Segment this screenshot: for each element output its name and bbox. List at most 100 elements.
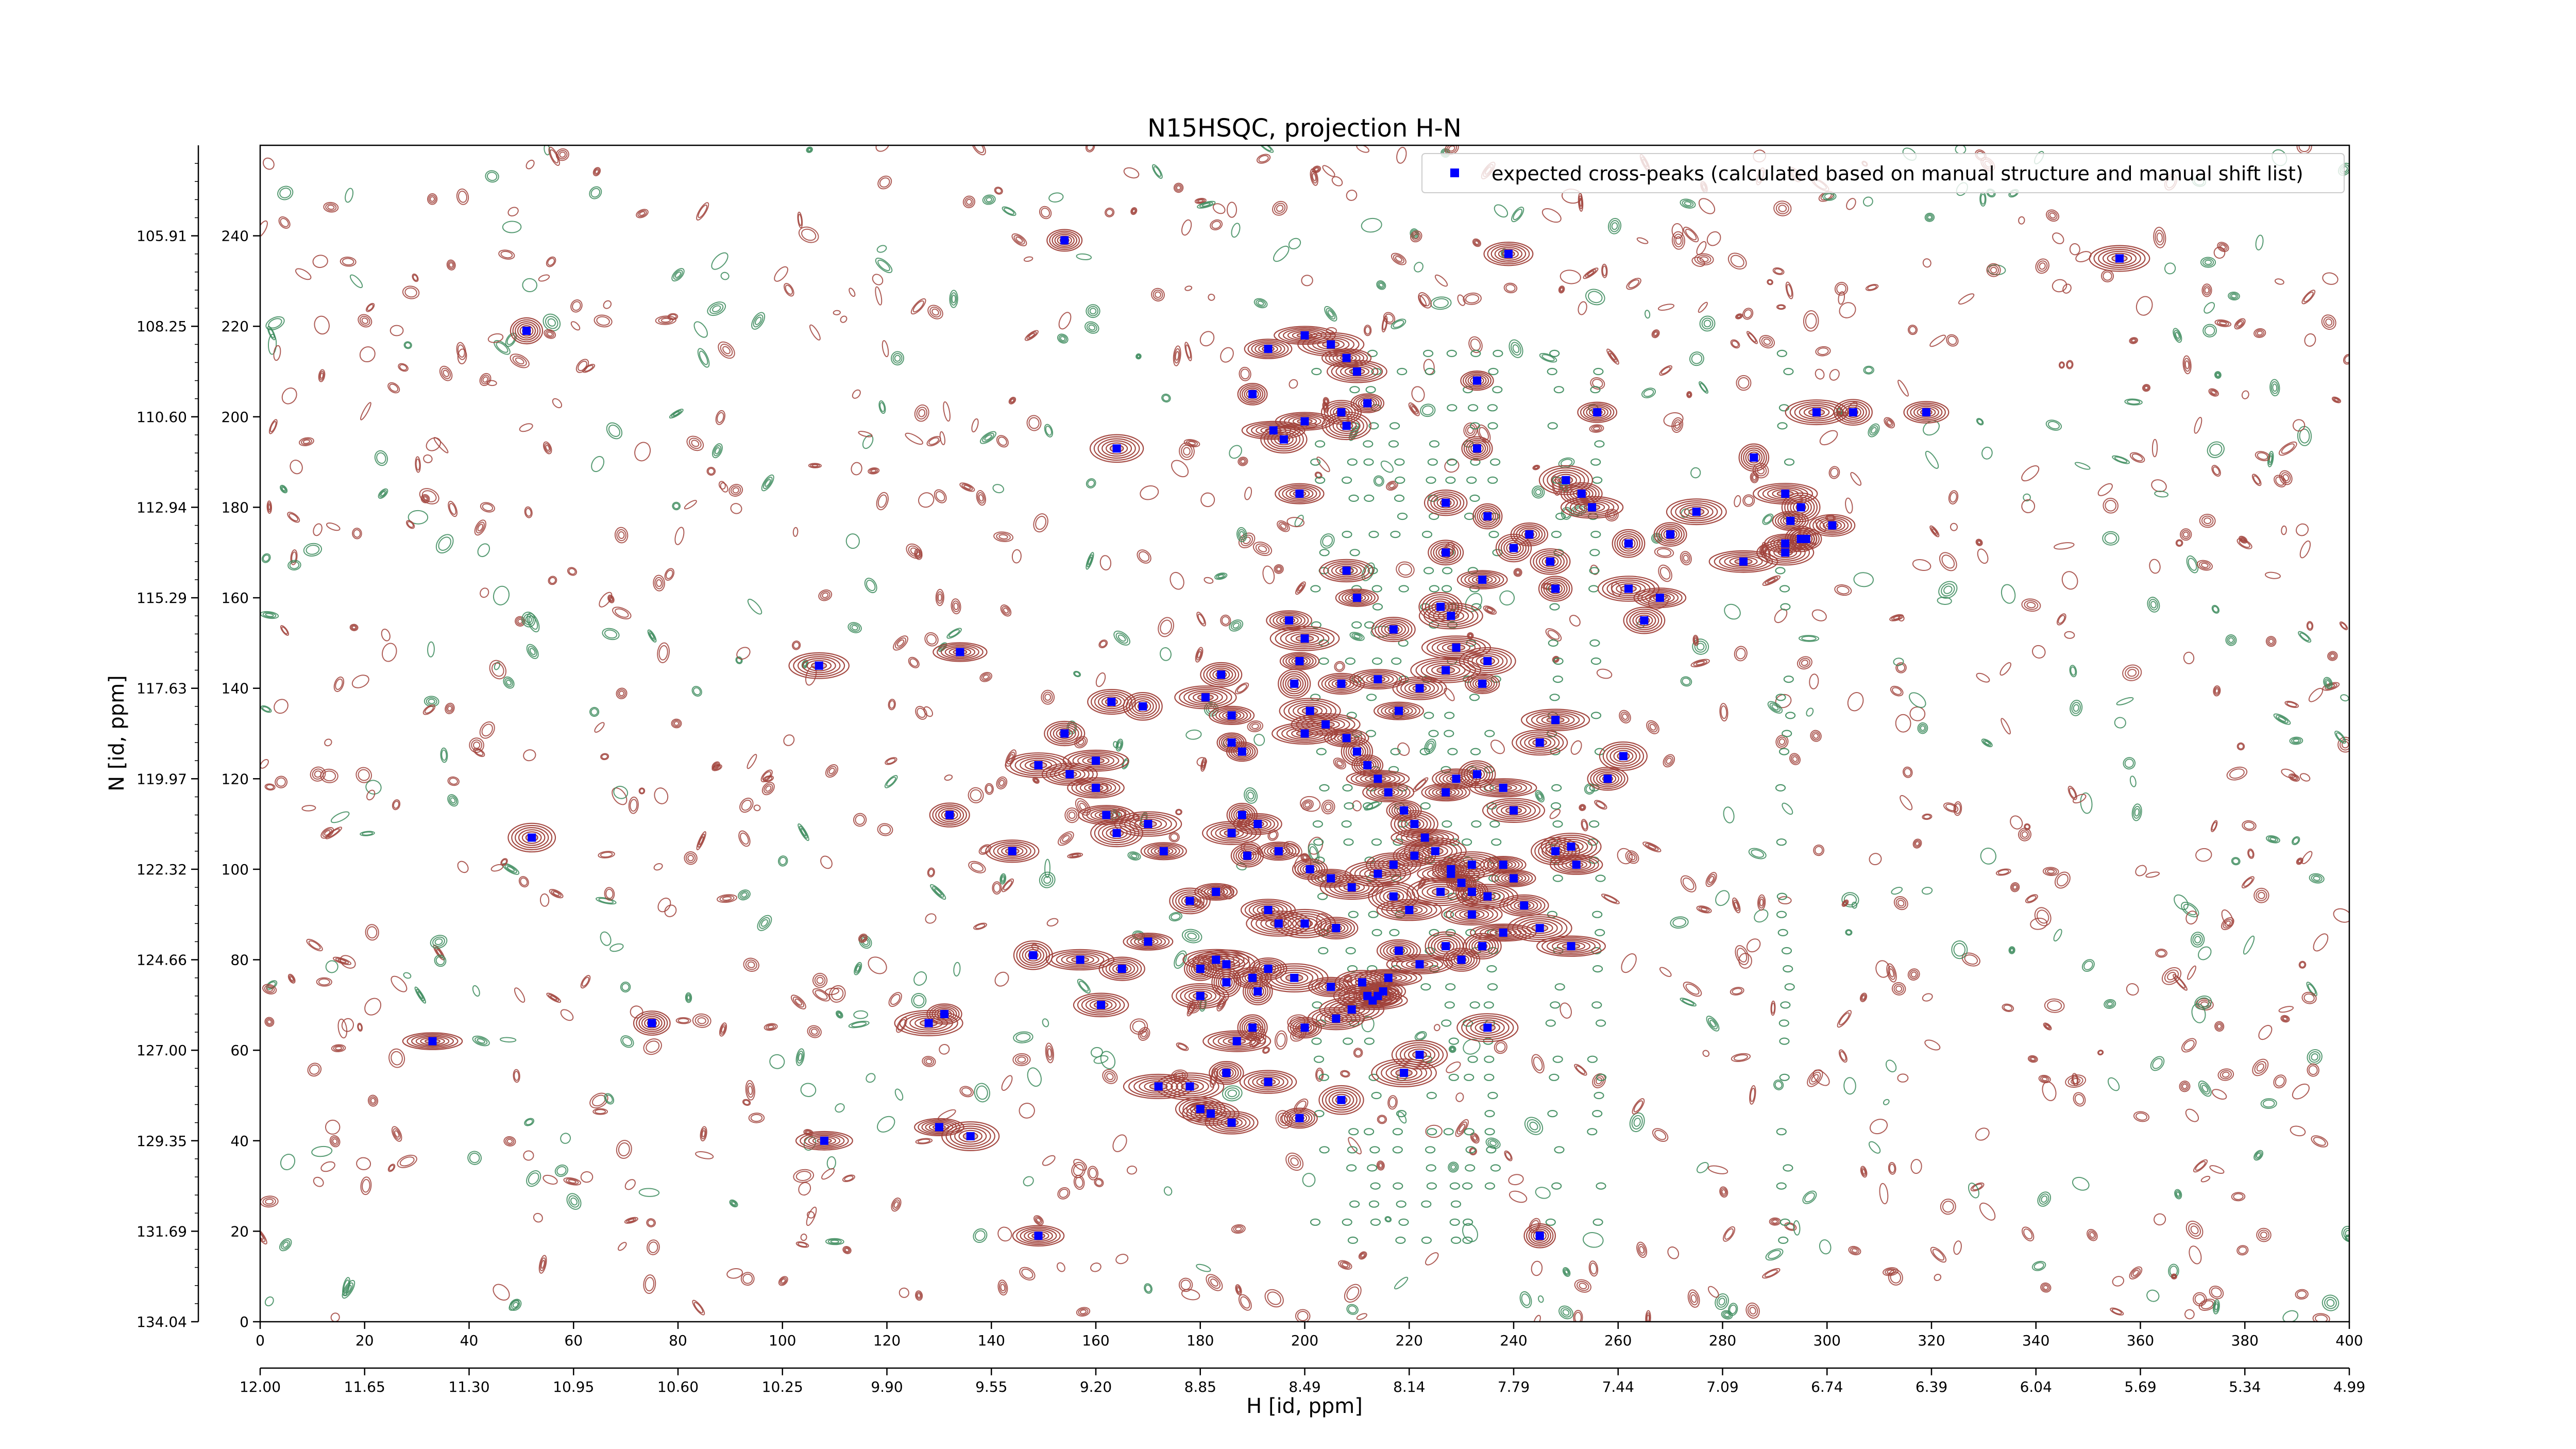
negative-contour [1707, 1018, 1718, 1030]
negative-contour [2201, 1085, 2209, 1093]
positive-contour [764, 776, 773, 782]
positive-contour [1197, 199, 1204, 203]
peak-contour [1057, 235, 1072, 245]
negative-contour [1087, 554, 1093, 568]
negative-contour [1596, 1019, 1606, 1027]
positive-contour [2255, 451, 2270, 461]
positive-contour [905, 432, 923, 445]
negative-contour [1448, 1037, 1459, 1045]
peak-contour [1565, 497, 1619, 517]
expected-cross-peak [1828, 521, 1837, 530]
peak-contour [1212, 707, 1251, 724]
positive-contour [1731, 340, 1739, 348]
peak-contour [1368, 881, 1419, 912]
positive-contour [2203, 285, 2211, 296]
positive-contour [1195, 647, 1204, 663]
negative-contour [1317, 892, 1328, 900]
negative-contour [779, 856, 787, 865]
negative-contour [1845, 929, 1853, 936]
negative-contour [1776, 838, 1787, 846]
peak-contour [515, 321, 538, 341]
expected-cross-peak [1358, 978, 1366, 987]
peak-contour [1150, 846, 1177, 857]
negative-contour [1765, 1248, 1784, 1261]
positive-contour [1483, 605, 1497, 615]
negative-contour [330, 811, 350, 823]
positive-contour [1841, 899, 1849, 907]
positive-contour [2069, 787, 2076, 799]
positive-contour [2333, 908, 2349, 923]
expected-cross-peak [1337, 679, 1346, 688]
peak-contour [1109, 962, 1136, 976]
negative-contour [715, 447, 720, 454]
positive-contour [2296, 145, 2312, 155]
positive-contour [1646, 1312, 1651, 1322]
negative-contour [1351, 621, 1362, 629]
peak-contour [1475, 1021, 1500, 1034]
positive-contour [423, 454, 433, 463]
negative-contour [878, 400, 886, 414]
negative-contour [1488, 530, 1499, 538]
peak-contour [1360, 981, 1406, 1002]
y-index-tick-label: 60 [230, 1042, 249, 1059]
expected-cross-peak [428, 1037, 437, 1046]
negative-contour [1441, 1019, 1452, 1027]
peak-contour [1458, 760, 1496, 788]
peak-contour [1216, 1066, 1236, 1080]
positive-contour [1039, 206, 1052, 220]
negative-contour [2278, 716, 2286, 722]
positive-contour [1696, 905, 1712, 914]
peak-contour [1340, 365, 1374, 378]
peak-contour [1479, 509, 1496, 524]
positive-contour [2339, 621, 2348, 630]
positive-contour [1130, 207, 1138, 215]
negative-contour [1039, 871, 1056, 888]
positive-contour [2281, 443, 2295, 454]
negative-contour [1490, 458, 1501, 466]
peak-contour [1290, 633, 1319, 644]
negative-contour [1131, 853, 1138, 858]
negative-contour [486, 172, 498, 181]
negative-contour [1001, 876, 1005, 882]
positive-contour [1560, 287, 1564, 292]
positive-contour [2217, 242, 2229, 252]
positive-contour [1589, 1262, 1597, 1275]
negative-contour [1862, 196, 1873, 207]
positive-contour [1010, 398, 1014, 403]
positive-contour [1425, 1124, 1443, 1138]
positive-contour [1238, 457, 1248, 466]
positive-contour [885, 757, 897, 765]
expected-cross-peak [1374, 675, 1382, 684]
negative-contour [1375, 477, 1383, 485]
negative-contour [2105, 1000, 2115, 1008]
negative-contour [1592, 476, 1603, 484]
negative-contour [2255, 234, 2264, 250]
expected-cross-peak [1060, 729, 1069, 738]
positive-contour [1026, 415, 1042, 431]
positive-contour [1593, 426, 1600, 431]
negative-contour [932, 886, 944, 898]
positive-contour [1659, 967, 1672, 977]
positive-contour [510, 353, 530, 368]
expected-cross-peak [1185, 897, 1194, 905]
positive-contour [580, 1171, 594, 1183]
expected-cross-peak [1253, 820, 1262, 829]
negative-contour [741, 892, 748, 898]
positive-contour [1745, 1302, 1760, 1319]
peak-contour [1371, 1058, 1437, 1088]
legend-label: expected cross-peaks (calculated based o… [1492, 162, 2303, 185]
negative-contour [1484, 730, 1495, 737]
peak-contour [1400, 680, 1439, 697]
positive-contour [1934, 1273, 1942, 1282]
negative-contour [1129, 852, 1140, 860]
expected-cross-peak [1227, 829, 1236, 837]
positive-contour [2303, 993, 2315, 1003]
positive-contour [615, 608, 629, 618]
peak-contour [1790, 528, 1822, 550]
positive-contour [352, 528, 362, 540]
expected-cross-peak [1535, 1232, 1544, 1240]
peak-contour [1470, 443, 1484, 454]
positive-contour [719, 895, 735, 902]
positive-contour [1943, 802, 1959, 813]
peak-contour [1560, 496, 1624, 519]
